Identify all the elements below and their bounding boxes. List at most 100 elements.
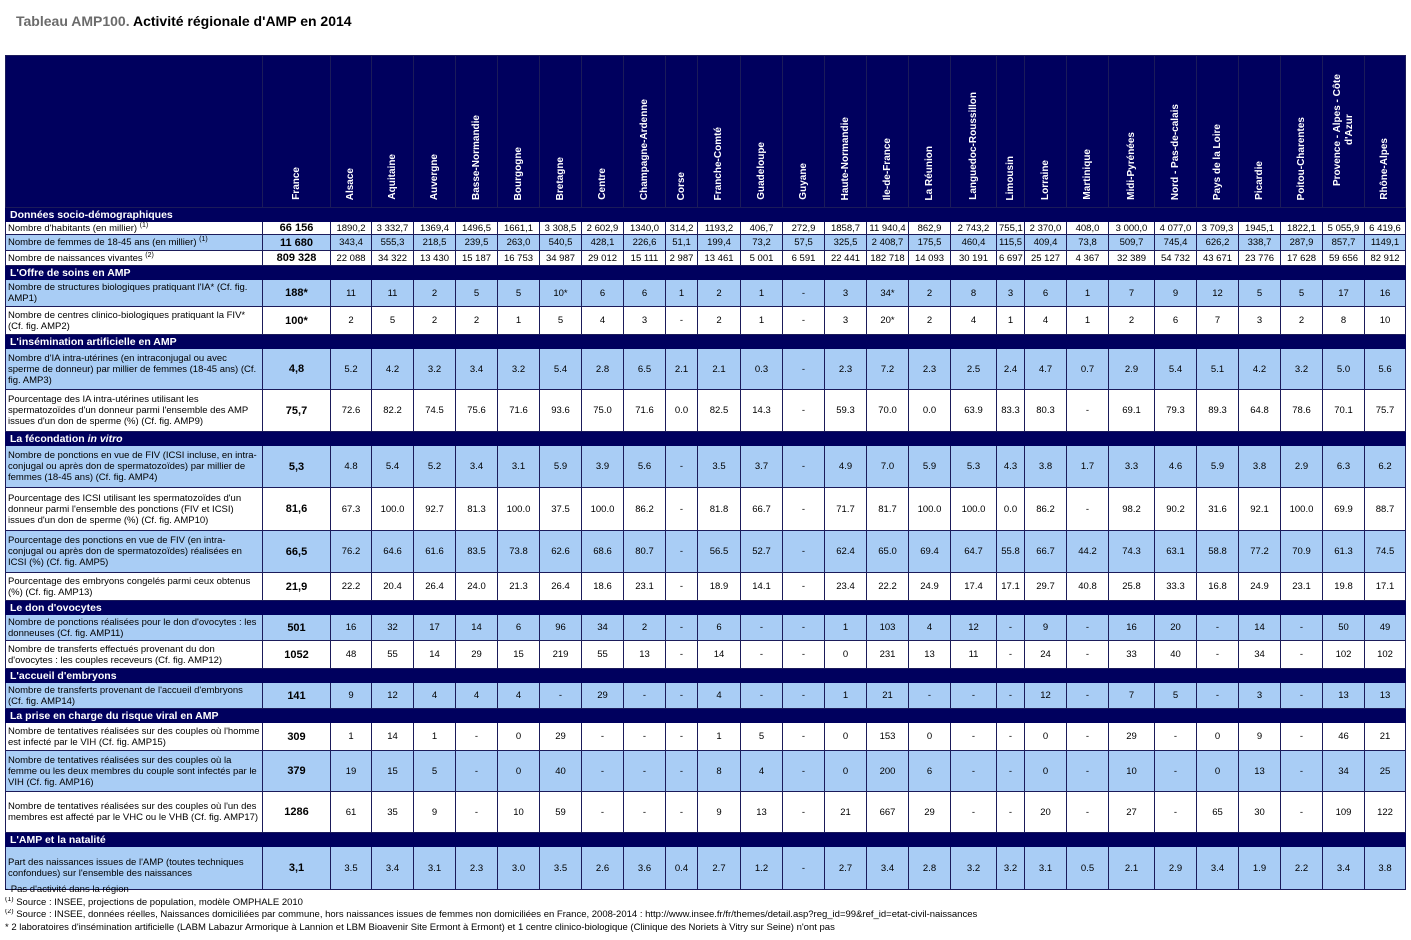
region-value: 1149,1 — [1364, 234, 1406, 251]
column-header-text: Midi-Pyrénées — [1125, 132, 1137, 200]
region-value: 1.2 — [740, 846, 783, 890]
region-value: 29.7 — [1024, 572, 1067, 601]
row-label-text: Pourcentage des ICSI utilisant les sperm… — [8, 492, 242, 526]
region-value: 11 — [950, 640, 997, 669]
region-value: - — [665, 791, 698, 833]
region-value: 5 — [371, 306, 414, 335]
region-value: 3.8 — [1238, 445, 1281, 488]
region-value: 5.4 — [1154, 348, 1197, 390]
region-value: 6 — [623, 279, 666, 307]
region-value: 72.6 — [330, 389, 372, 432]
region-value: 3.2 — [950, 846, 997, 890]
region-value: 343,4 — [330, 234, 372, 251]
region-value: 23.4 — [824, 572, 867, 601]
footnote: (1) Source : INSEE, projections de popul… — [5, 897, 1405, 910]
region-value: 43 671 — [1196, 250, 1239, 266]
region-value: 25 127 — [1024, 250, 1067, 266]
region-value: 4 — [697, 682, 741, 709]
region-value: 98.2 — [1108, 487, 1155, 531]
section-row: Le don d'ovocytes — [5, 600, 1406, 615]
region-value: - — [996, 682, 1025, 709]
column-header: Poitou-Charentes — [1280, 55, 1323, 208]
region-value: 61 — [330, 791, 372, 833]
section-row: La prise en charge du risque viral en AM… — [5, 708, 1406, 723]
region-value: 62.4 — [824, 530, 867, 573]
region-value: 83.3 — [996, 389, 1025, 432]
region-value: - — [782, 640, 825, 669]
region-value: 2.3 — [455, 846, 498, 890]
region-value: 239,5 — [455, 234, 498, 251]
column-header-text: Centre — [596, 168, 608, 200]
region-value: 21.3 — [497, 572, 540, 601]
section-title-text: L'Offre de soins en AMP — [10, 266, 131, 279]
region-value: 1 — [330, 722, 372, 751]
column-header-text: Corse — [675, 171, 687, 200]
column-header: Champagne-Ardenne — [623, 55, 666, 208]
region-value: 74.5 — [413, 389, 456, 432]
region-value: 54 732 — [1154, 250, 1197, 266]
region-value: 56.5 — [697, 530, 741, 573]
region-value: - — [665, 487, 698, 531]
region-value: - — [782, 572, 825, 601]
column-header-text: Alsace — [345, 167, 356, 200]
region-value: 34* — [866, 279, 909, 307]
region-value: - — [1280, 791, 1323, 833]
row-label: Nombre de transferts effectués provenant… — [5, 640, 263, 669]
region-value: 428,1 — [581, 234, 624, 251]
region-value: 1340,0 — [623, 221, 666, 235]
region-value: 13 — [623, 640, 666, 669]
region-value: 409,4 — [1024, 234, 1067, 251]
region-value: 3 000,0 — [1108, 221, 1155, 235]
column-header-text: Basse-Normandie — [470, 114, 482, 200]
region-value: 86.2 — [623, 487, 666, 531]
region-value: 8 — [950, 279, 997, 307]
region-value: 3.1 — [413, 846, 456, 890]
row-label-text: Nombre de transferts provenant de l'accu… — [8, 684, 243, 707]
france-value: 309 — [262, 722, 331, 751]
column-header: Guadeloupe — [740, 55, 783, 208]
region-value: 81.7 — [866, 487, 909, 531]
region-value: 0 — [497, 750, 540, 792]
france-value: 1286 — [262, 791, 331, 833]
region-value: 13 430 — [413, 250, 456, 266]
column-header: Ile-de-France — [866, 55, 909, 208]
row-label: Nombre de femmes de 18-45 ans (en millie… — [5, 234, 263, 251]
region-value: 14 093 — [908, 250, 951, 266]
region-value: 63.9 — [950, 389, 997, 432]
column-header: Aquitaine — [371, 55, 414, 208]
column-header-text: Limousin — [1004, 155, 1016, 200]
region-value: 3 — [1238, 306, 1281, 335]
section-title-text: L'insémination artificielle en AMP — [10, 335, 177, 348]
region-value: 5 — [740, 722, 783, 751]
region-value: 509,7 — [1108, 234, 1155, 251]
region-value: - — [1154, 791, 1197, 833]
region-value: - — [1066, 750, 1109, 792]
region-value: 0.3 — [740, 348, 783, 390]
data-row: Nombre de ponctions en vue de FIV (ICSI … — [5, 445, 1406, 488]
region-value: 100.0 — [950, 487, 997, 531]
column-header: Provence - Alpes - Côte d'Azur — [1322, 55, 1365, 208]
region-value: 48 — [330, 640, 372, 669]
section-title: L'Offre de soins en AMP — [5, 265, 1406, 280]
region-value: - — [455, 791, 498, 833]
region-value: 100.0 — [581, 487, 624, 531]
footnote-marker: (1) — [5, 896, 14, 903]
row-label: Nombre d'IA intra-utérines (en intraconj… — [5, 348, 263, 390]
region-value: 32 — [371, 614, 414, 641]
region-value: - — [782, 846, 825, 890]
column-header-text: Haute-Normandie — [839, 116, 851, 200]
region-value: 2.9 — [1154, 846, 1197, 890]
column-header: Alsace — [330, 55, 372, 208]
region-value: 0.0 — [996, 487, 1025, 531]
column-header-text: Lorraine — [1039, 159, 1051, 200]
region-value: 82.5 — [697, 389, 741, 432]
region-value: 82 912 — [1364, 250, 1406, 266]
region-value: 59.3 — [824, 389, 867, 432]
region-value: 115,5 — [996, 234, 1025, 251]
data-row: Nombre de tentatives réalisées sur des c… — [5, 791, 1406, 833]
region-value: 338,7 — [1238, 234, 1281, 251]
region-value: 29 — [539, 722, 582, 751]
region-value: 0.0 — [665, 389, 698, 432]
region-value: 30 — [1238, 791, 1281, 833]
region-value: 1 — [697, 722, 741, 751]
